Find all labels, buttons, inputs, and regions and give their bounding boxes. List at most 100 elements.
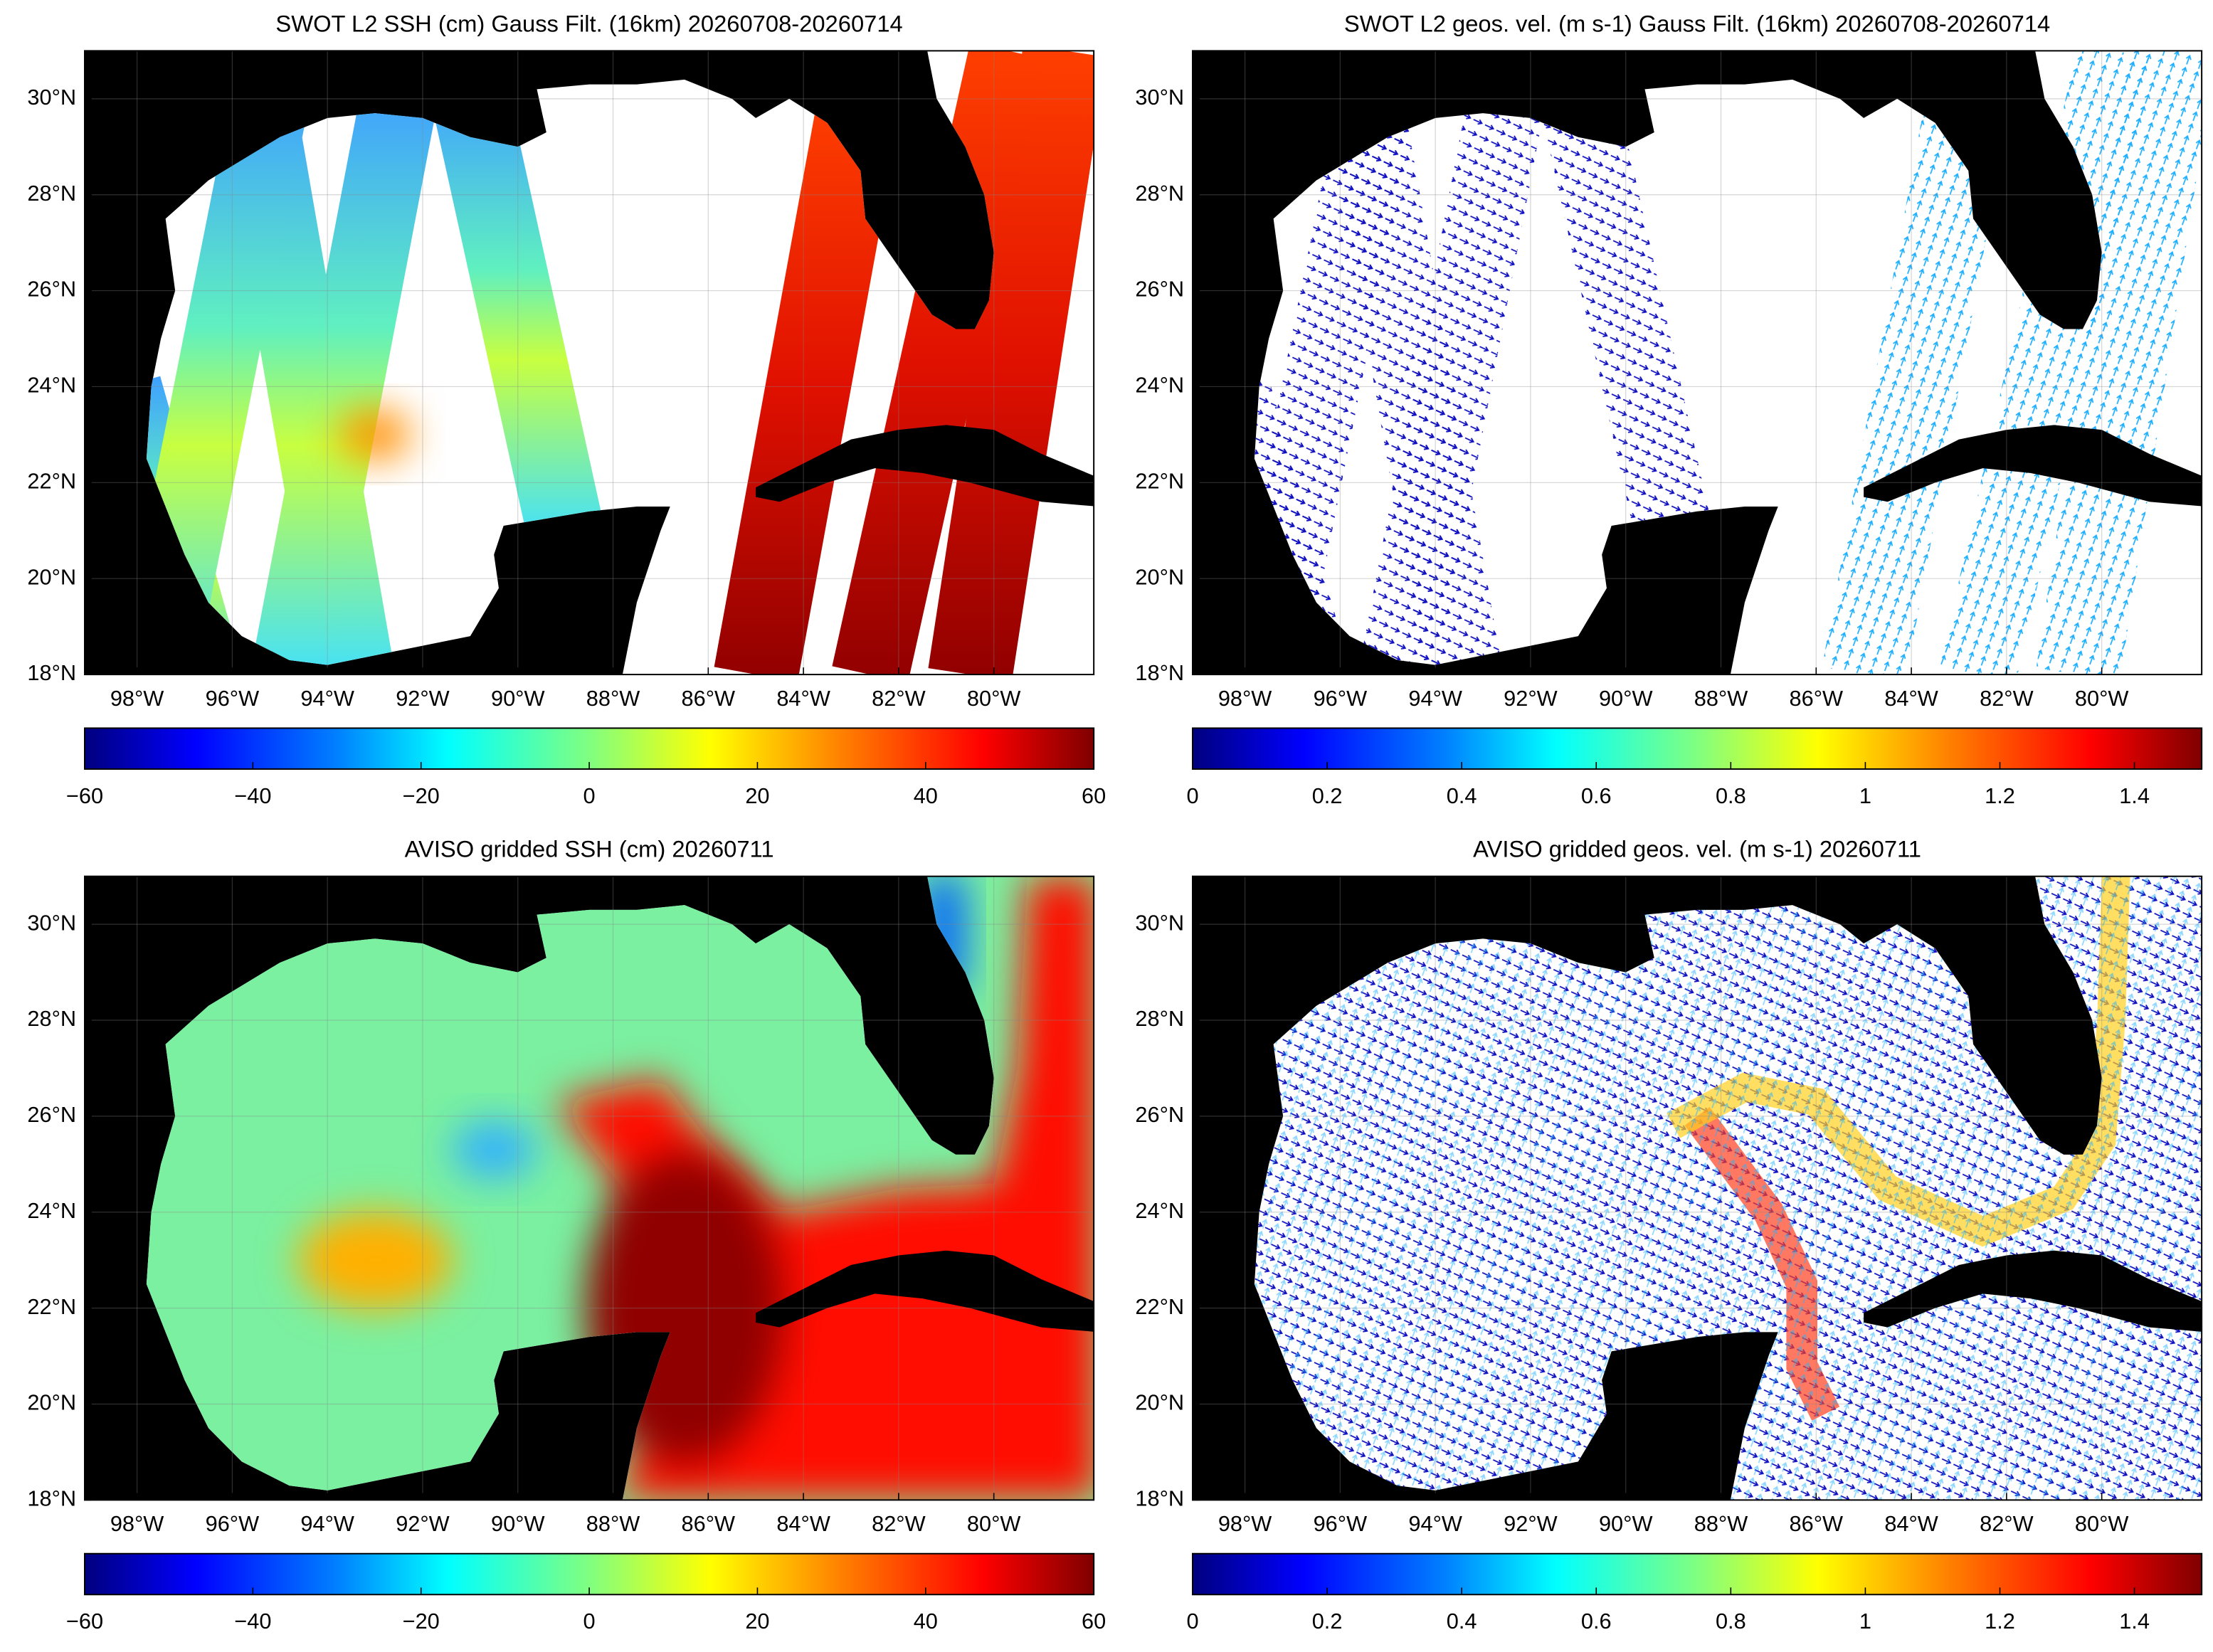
land — [756, 425, 1094, 507]
colorbar-tick-label: 40 — [914, 783, 938, 808]
y-tick-label: 20°N — [27, 564, 76, 589]
y-tick-label: 28°N — [1135, 1006, 1184, 1031]
panel-title: AVISO gridded geos. vel. (m s-1) 2026071… — [1473, 836, 1921, 862]
y-tick-label: 28°N — [27, 1006, 76, 1031]
colorbar-tick-label: 60 — [1082, 783, 1106, 808]
colorbar-tick-label: 0 — [583, 1609, 596, 1634]
swath — [832, 51, 1046, 675]
x-tick-label: 86°W — [682, 686, 736, 711]
x-tick-label: 98°W — [1218, 1511, 1272, 1536]
colorbar-tick-label: 0.2 — [1312, 783, 1343, 808]
x-tick-label: 96°W — [1314, 686, 1368, 711]
colorbar-tick-label: 0 — [1186, 1609, 1198, 1634]
y-tick-label: 24°N — [27, 1198, 76, 1223]
colorbar-tick-label: 0.8 — [1716, 1609, 1746, 1634]
y-tick-label: 30°N — [27, 910, 76, 935]
land — [1864, 425, 2202, 507]
y-tick-label: 24°N — [1135, 373, 1184, 398]
y-tick-label: 28°N — [27, 181, 76, 206]
map — [85, 876, 1094, 1500]
x-tick-label: 88°W — [586, 686, 640, 711]
colorbar-tick-label: 0 — [583, 783, 596, 808]
x-tick-label: 80°W — [967, 686, 1021, 711]
colorbar — [1191, 727, 2203, 770]
x-tick-label: 84°W — [776, 1511, 830, 1536]
y-tick-label: 18°N — [27, 1486, 76, 1511]
y-tick-label: 24°N — [27, 373, 76, 398]
x-tick-label: 84°W — [1884, 1511, 1938, 1536]
colorbar-tick-label: −60 — [66, 783, 103, 808]
x-tick-label: 90°W — [491, 1511, 544, 1536]
x-tick-label: 86°W — [1790, 686, 1844, 711]
x-tick-label: 96°W — [206, 1511, 260, 1536]
x-tick-label: 98°W — [1218, 686, 1272, 711]
x-tick-label: 92°W — [1504, 1511, 1558, 1536]
x-tick-label: 92°W — [1504, 686, 1558, 711]
land — [1864, 1250, 2202, 1332]
x-tick-label: 94°W — [1408, 1511, 1462, 1536]
y-tick-label: 18°N — [1135, 1486, 1184, 1511]
colorbar-tick-label: −40 — [234, 783, 271, 808]
panel: SWOT L2 geos. vel. (m s-1) Gauss Filt. (… — [1135, 10, 2203, 808]
y-tick-label: 26°N — [27, 1102, 76, 1127]
colorbar-tick-label: 40 — [914, 1609, 938, 1634]
colorbar-tick-label: −40 — [234, 1609, 271, 1634]
colorbar-tick-label: 1 — [1859, 783, 1871, 808]
y-tick-label: 26°N — [1135, 1102, 1184, 1127]
colorbar-tick-label: 1.2 — [1985, 1609, 2015, 1634]
field-blob — [339, 409, 411, 460]
y-tick-label: 20°N — [27, 1390, 76, 1415]
panel-title: SWOT L2 SSH (cm) Gauss Filt. (16km) 2026… — [275, 10, 902, 36]
colorbar — [1191, 1552, 2203, 1596]
map-frame — [1191, 875, 2203, 1501]
colorbar-tick-label: 0 — [1186, 783, 1198, 808]
y-tick-label: 22°N — [1135, 468, 1184, 493]
x-tick-label: 86°W — [1790, 1511, 1844, 1536]
x-tick-label: 82°W — [1980, 1511, 2033, 1536]
x-tick-label: 80°W — [2075, 1511, 2129, 1536]
x-tick-label: 92°W — [396, 1511, 450, 1536]
field-blob — [297, 1210, 453, 1310]
swath — [714, 91, 902, 675]
x-tick-label: 98°W — [110, 686, 164, 711]
swath — [1359, 91, 1546, 675]
y-tick-label: 30°N — [27, 85, 76, 110]
swath — [1822, 91, 2010, 675]
x-tick-label: 82°W — [872, 1511, 926, 1536]
colorbar-tick-label: 0.2 — [1312, 1609, 1343, 1634]
x-tick-label: 92°W — [396, 686, 450, 711]
colorbar-tick-label: 20 — [745, 783, 769, 808]
x-tick-label: 90°W — [1599, 686, 1652, 711]
x-tick-label: 94°W — [300, 1511, 354, 1536]
x-tick-label: 82°W — [872, 686, 926, 711]
map-frame — [84, 875, 1095, 1501]
colorbar-tick-label: 20 — [745, 1609, 769, 1634]
map-frame — [1191, 50, 2203, 676]
swath — [928, 51, 1094, 675]
x-tick-label: 88°W — [586, 1511, 640, 1536]
colorbar-tick-label: 1 — [1859, 1609, 1871, 1634]
colorbar-tick-label: −60 — [66, 1609, 103, 1634]
x-tick-label: 88°W — [1694, 686, 1748, 711]
panel: AVISO gridded SSH (cm) 20260711 98°W 96°W 9… — [27, 836, 1106, 1634]
x-tick-label: 96°W — [206, 686, 260, 711]
panel: SWOT L2 SSH (cm) Gauss Filt. (16km) 2026… — [27, 10, 1106, 808]
x-tick-label: 86°W — [682, 1511, 736, 1536]
panel: AVISO gridded geos. vel. (m s-1) 2026071… — [1135, 836, 2203, 1634]
x-tick-label: 80°W — [2075, 686, 2129, 711]
x-tick-label: 84°W — [776, 686, 830, 711]
x-tick-label: 90°W — [491, 686, 544, 711]
x-tick-label: 82°W — [1980, 686, 2033, 711]
colorbar-tick-label: 1.2 — [1985, 783, 2015, 808]
x-tick-label: 96°W — [1314, 1511, 1368, 1536]
y-tick-label: 30°N — [1135, 910, 1184, 935]
colorbar-tick-label: 1.4 — [2119, 1609, 2150, 1634]
y-tick-label: 22°N — [1135, 1294, 1184, 1319]
swath — [1940, 51, 2154, 675]
swath — [1540, 90, 1711, 539]
y-tick-label: 26°N — [1135, 277, 1184, 302]
map-frame — [84, 50, 1095, 676]
colorbar-tick-label: −20 — [403, 1609, 440, 1634]
x-tick-label: 94°W — [300, 686, 354, 711]
